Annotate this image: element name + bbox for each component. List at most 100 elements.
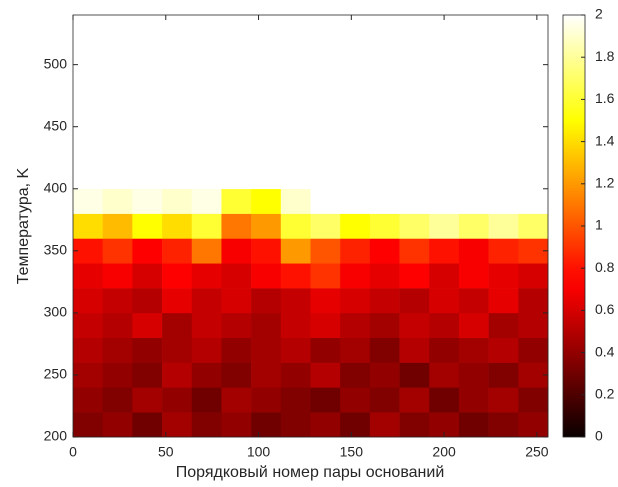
heatmap-cell [251,312,282,339]
heatmap-cell [340,263,371,289]
heatmap-cell [132,39,163,65]
heatmap-cell [251,188,282,214]
heatmap-cell [488,362,519,388]
heatmap-cell [162,188,193,214]
heatmap-cell [280,238,311,264]
heatmap-cell [132,412,163,438]
heatmap-cell [251,114,282,140]
heatmap-cell [280,337,311,363]
heatmap-cell [162,64,193,90]
x-tick-label: 200 [432,444,456,460]
heatmap-cell [102,387,133,413]
heatmap-cell [340,163,371,190]
heatmap-cell [162,312,193,339]
heatmap-cell [162,163,193,190]
heatmap-cell [221,163,252,190]
heatmap-cell [399,64,430,90]
heatmap-cell [429,213,460,239]
heatmap-cell [73,39,103,65]
heatmap-cell [191,263,222,289]
heatmap-cell [399,39,430,65]
heatmap-cell [221,238,252,264]
heatmap-cell [310,263,341,289]
heatmap-cell [429,288,460,314]
heatmap-cell [73,64,103,90]
heatmap-cell [488,163,519,190]
heatmap-cell [310,288,341,314]
colorbar-tick-label: 0 [595,428,603,444]
heatmap-cell [340,312,371,339]
heatmap-cell [429,139,460,165]
heatmap-cell [399,263,430,289]
heatmap-cell [429,163,460,190]
colorbar-tick-label: 2 [595,6,603,22]
x-tick-label: 250 [525,444,549,460]
heatmap-cell [369,213,400,239]
heatmap-cell [132,288,163,314]
heatmap-cell [251,362,282,388]
heatmap-cell [399,89,430,115]
heatmap-cell [132,163,163,190]
colorbar-tick-label: 0.4 [595,343,615,359]
y-tick-label: 500 [44,55,68,71]
heatmap-cell [73,312,103,339]
heatmap-cell [132,64,163,90]
heatmap-cell [73,188,103,214]
heatmap-cell [191,139,222,165]
heatmap-cell [102,263,133,289]
heatmap-cell [310,188,341,214]
heatmap-cell [488,15,519,41]
heatmap-cell [191,64,222,90]
heatmap-cell [488,89,519,115]
heatmap-cell [162,412,193,438]
heatmap-cell [251,238,282,264]
heatmap-cell [458,387,489,413]
heatmap-cell [73,387,103,413]
heatmap-cell [369,288,400,314]
heatmap-cell [280,263,311,289]
heatmap-cell [102,114,133,140]
heatmap-cell [458,362,489,388]
heatmap-cell [280,114,311,140]
heatmap-cell [458,238,489,264]
heatmap-cell [132,15,163,41]
heatmap-cell [102,64,133,90]
colorbar-tick-label: 0.2 [595,386,615,402]
heatmap-cell [280,89,311,115]
y-tick-label: 250 [44,366,68,382]
heatmap-cell [251,89,282,115]
heatmap-cell [340,387,371,413]
heatmap-cell [429,387,460,413]
heatmap-cell [251,39,282,65]
heatmap-cell [340,337,371,363]
heatmap-cell [132,387,163,413]
colorbar-tick-label: 1.4 [595,132,615,148]
heatmap-cell [369,39,400,65]
heatmap-cell [488,337,519,363]
heatmap-cell [310,412,341,438]
heatmap-cell [132,362,163,388]
heatmap-cell [191,337,222,363]
heatmap-cell [191,15,222,41]
heatmap-cell [369,15,400,41]
heatmap-cell [399,188,430,214]
heatmap-cell [221,15,252,41]
heatmap-cell [340,412,371,438]
heatmap-cell [369,163,400,190]
heatmap-cell [221,362,252,388]
heatmap-cell [102,362,133,388]
heatmap-cell [340,114,371,140]
heatmap-cell [191,114,222,140]
heatmap-cell [102,337,133,363]
heatmap-cell [102,39,133,65]
heatmap-cell [162,213,193,239]
y-tick-label: 300 [44,304,68,320]
heatmap-cell [518,163,549,190]
heatmap-cell [518,15,549,41]
heatmap-cell [251,64,282,90]
heatmap-cell [369,412,400,438]
heatmap-cell [280,139,311,165]
heatmap-cell [429,39,460,65]
heatmap-cell [251,139,282,165]
heatmap-cell [518,337,549,363]
